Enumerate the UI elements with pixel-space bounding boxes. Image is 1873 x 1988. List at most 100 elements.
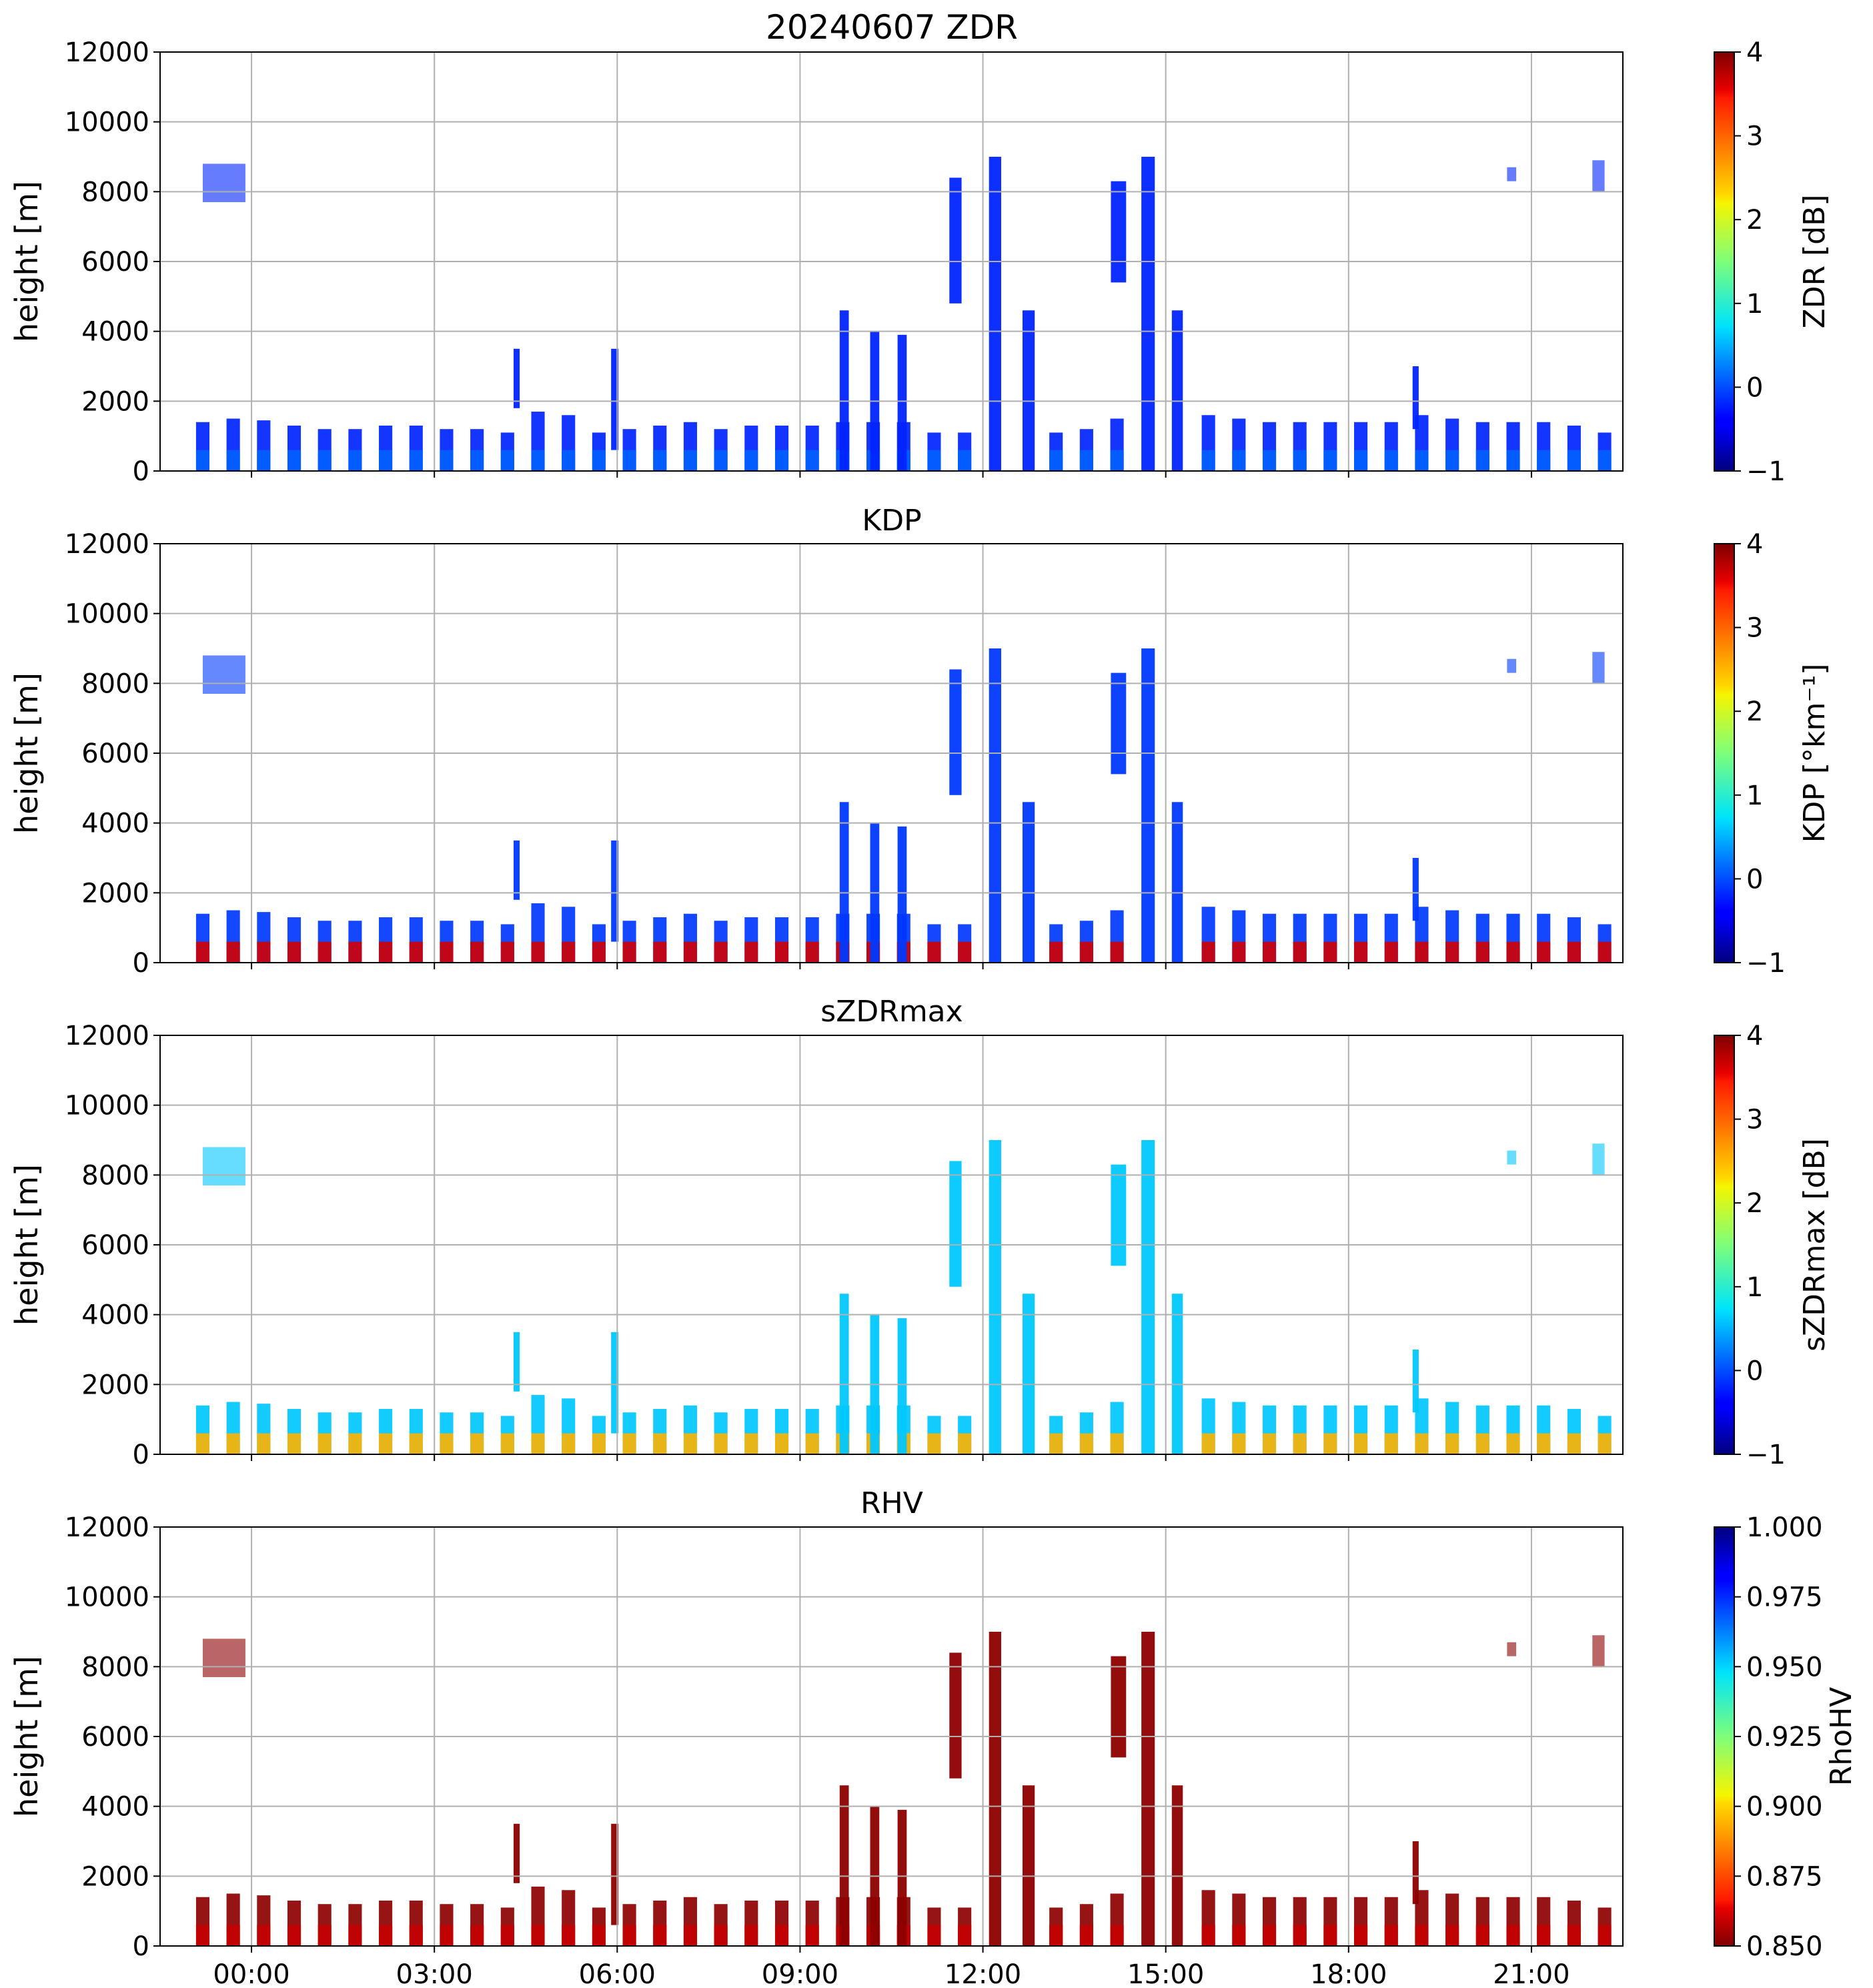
low-level-echo xyxy=(653,1433,667,1454)
low-level-echo xyxy=(1598,450,1612,471)
low-level-echo xyxy=(470,450,484,471)
low-level-echo xyxy=(1293,1433,1307,1454)
colorbar-tick-label: −1 xyxy=(1746,456,1786,487)
low-level-echo xyxy=(1354,1433,1368,1454)
colorbar-tick-label: 0 xyxy=(1746,864,1763,895)
x-tick-label: 18:00 xyxy=(1310,1959,1387,1988)
low-level-echo xyxy=(440,941,454,963)
upper-echo-patch xyxy=(202,1147,245,1186)
low-level-echo xyxy=(622,450,636,471)
heatmap-layer xyxy=(195,648,1612,963)
colorbar-label: RhoHV xyxy=(1824,1687,1858,1787)
colorbar-tick-label: 0.975 xyxy=(1746,1582,1823,1613)
low-level-echo xyxy=(927,450,941,471)
low-level-echo xyxy=(1475,1433,1489,1454)
x-tick-label: 06:00 xyxy=(579,1959,656,1988)
convective-column xyxy=(897,1809,907,1946)
low-level-echo xyxy=(1475,450,1489,471)
convective-column xyxy=(1111,672,1127,775)
upper-echo-patch xyxy=(1592,1635,1605,1667)
low-level-echo xyxy=(195,941,210,963)
low-level-echo xyxy=(1049,1433,1063,1454)
convective-column xyxy=(513,1332,520,1392)
convective-column xyxy=(989,1632,1001,1946)
low-level-echo xyxy=(1567,450,1581,471)
low-level-echo xyxy=(1079,1433,1093,1454)
low-level-echo xyxy=(1415,1925,1429,1946)
convective-column xyxy=(1171,1294,1183,1454)
colorbar-label: ZDR [dB] xyxy=(1798,194,1832,328)
convective-column xyxy=(611,348,619,450)
y-tick-label: 12000 xyxy=(65,1512,149,1543)
convective-column xyxy=(1171,310,1183,471)
low-level-echo xyxy=(1110,1433,1124,1454)
convective-column xyxy=(839,802,849,963)
colorbar-ticks: −1 0 1 2 3 4 xyxy=(1734,529,1786,979)
panel-title: RHV xyxy=(860,1486,923,1520)
colorbar xyxy=(1714,543,1735,963)
low-level-echo xyxy=(1475,941,1489,963)
y-tick-label: 10000 xyxy=(65,599,149,630)
low-level-echo xyxy=(257,941,271,963)
low-level-echo xyxy=(287,941,301,963)
low-level-echo xyxy=(226,1925,240,1946)
convective-column xyxy=(1111,1656,1127,1758)
y-tick-label: 12000 xyxy=(65,1021,149,1051)
y-tick-label: 2000 xyxy=(81,1370,149,1400)
upper-echo-patch xyxy=(1592,652,1605,684)
upper-echo-patch xyxy=(202,163,245,203)
x-axis xyxy=(251,963,1532,969)
low-level-echo xyxy=(318,1433,332,1454)
colorbar-tick-label: 3 xyxy=(1746,1105,1763,1135)
low-level-echo xyxy=(1598,1925,1612,1946)
low-level-echo xyxy=(805,941,819,963)
low-level-echo xyxy=(1201,941,1215,963)
colorbar-tick-label: 0.925 xyxy=(1746,1722,1823,1753)
low-level-echo xyxy=(1445,450,1459,471)
convective-column xyxy=(611,840,619,942)
y-tick-label: 8000 xyxy=(81,1652,149,1682)
low-level-echo xyxy=(348,1925,362,1946)
low-level-echo xyxy=(1049,450,1063,471)
low-level-echo xyxy=(1079,941,1093,963)
low-level-echo xyxy=(1293,1925,1307,1946)
low-level-echo xyxy=(1537,450,1551,471)
low-level-echo xyxy=(683,941,698,963)
colorbar-tick-label: 0.875 xyxy=(1746,1861,1823,1892)
low-level-echo xyxy=(257,450,271,471)
low-level-echo xyxy=(1110,450,1124,471)
low-level-echo xyxy=(1323,1925,1337,1946)
low-level-echo xyxy=(927,1433,941,1454)
convective-column xyxy=(1111,181,1127,283)
low-level-echo xyxy=(531,450,545,471)
low-level-echo xyxy=(470,1433,484,1454)
low-level-echo xyxy=(531,1433,545,1454)
low-level-echo xyxy=(592,450,606,471)
convective-column xyxy=(1022,1785,1035,1946)
convective-column xyxy=(839,310,849,471)
low-level-echo xyxy=(1475,1925,1489,1946)
colorbar-tick-label: 0.950 xyxy=(1746,1652,1823,1682)
low-level-echo xyxy=(287,450,301,471)
low-level-echo xyxy=(1445,1433,1459,1454)
low-level-echo xyxy=(440,450,454,471)
heatmap-layer xyxy=(195,1632,1612,1946)
low-level-echo xyxy=(1262,1925,1277,1946)
low-level-echo xyxy=(622,1925,636,1946)
convective-column xyxy=(1171,802,1183,963)
low-level-echo xyxy=(1323,941,1337,963)
low-level-echo xyxy=(805,1433,819,1454)
low-level-echo xyxy=(774,450,789,471)
y-tick-label: 0 xyxy=(133,1931,149,1962)
convective-column xyxy=(1412,1350,1419,1413)
low-level-echo xyxy=(622,1433,636,1454)
convective-column xyxy=(1141,1632,1155,1946)
low-level-echo xyxy=(1506,450,1520,471)
convective-column xyxy=(611,1332,619,1434)
convective-column xyxy=(989,648,1001,963)
low-level-echo xyxy=(592,1433,606,1454)
colorbar-tick-label: 4 xyxy=(1746,529,1763,560)
low-level-echo xyxy=(1415,941,1429,963)
low-level-echo xyxy=(1049,941,1063,963)
